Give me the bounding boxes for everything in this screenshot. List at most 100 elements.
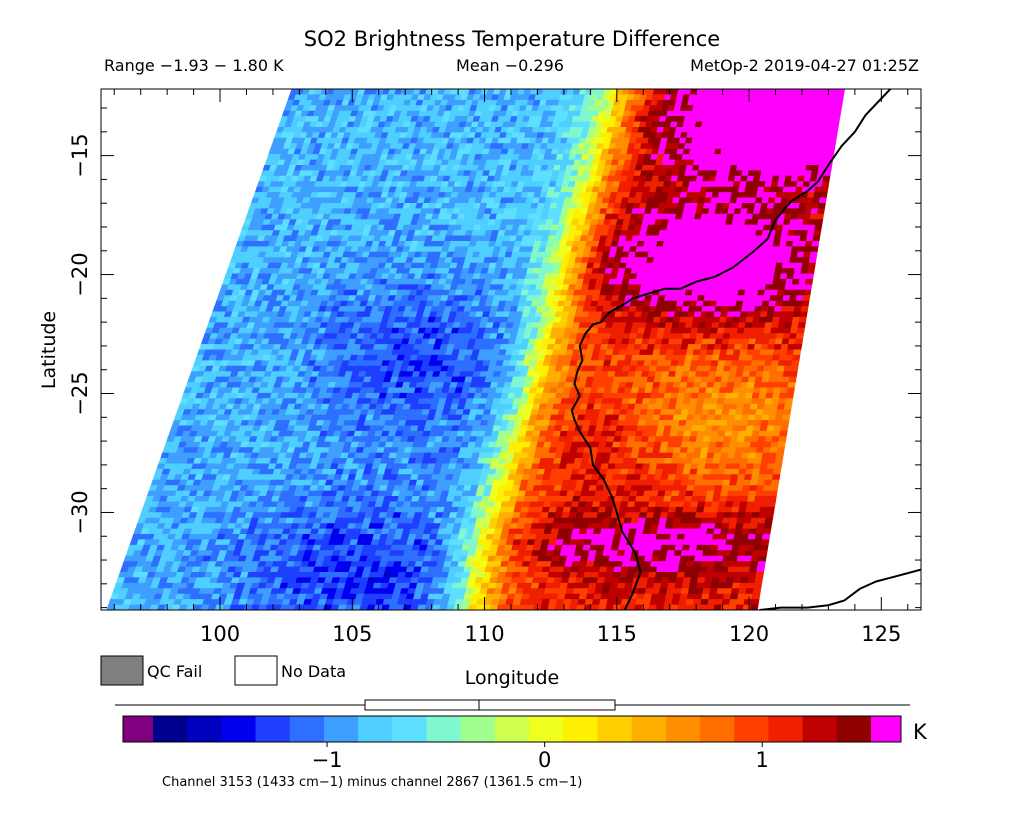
swath-pixel xyxy=(615,219,625,226)
swath-pixel xyxy=(606,127,615,133)
swath-pixel xyxy=(698,224,707,231)
swath-pixel xyxy=(364,181,374,188)
swath-pixel xyxy=(562,127,571,133)
swath-pixel xyxy=(640,143,649,150)
swath-pixel xyxy=(530,203,539,209)
swath-pixel xyxy=(444,213,453,220)
swath-pixel xyxy=(578,116,587,123)
swath-pixel xyxy=(417,132,427,139)
swath-pixel xyxy=(787,382,796,389)
swath-pixel xyxy=(666,192,675,199)
swath-pixel xyxy=(805,203,813,209)
swath-pixel xyxy=(464,208,474,215)
swath-pixel xyxy=(716,230,725,237)
swath-pixel xyxy=(560,159,569,166)
swath-pixel xyxy=(404,154,414,161)
swath-pixel xyxy=(398,175,407,182)
swath-pixel xyxy=(797,246,806,253)
swath-pixel xyxy=(411,154,420,161)
swath-pixel xyxy=(469,127,478,133)
swath-pixel xyxy=(759,208,768,215)
swath-pixel xyxy=(272,137,281,144)
swath-pixel xyxy=(675,241,684,247)
swath-pixel xyxy=(596,116,605,123)
swath-pixel xyxy=(694,121,703,128)
swath-pixel xyxy=(443,110,452,117)
swath-pixel xyxy=(324,246,334,253)
swath-pixel xyxy=(660,219,670,226)
swath-pixel xyxy=(703,137,712,144)
swath-pixel xyxy=(525,197,534,204)
swath-pixel xyxy=(277,251,286,258)
swath-pixel xyxy=(457,235,466,242)
swath-pixel xyxy=(679,251,688,258)
swath-pixel xyxy=(364,241,374,247)
swath-pixel xyxy=(813,230,822,237)
swath-pixel xyxy=(804,170,813,177)
swath-pixel xyxy=(431,170,440,177)
swath-pixel xyxy=(526,121,536,128)
swath-pixel xyxy=(775,224,784,231)
swath-pixel xyxy=(466,181,475,188)
swath-pixel xyxy=(380,170,390,177)
swath-pixel xyxy=(292,224,302,231)
swath-pixel xyxy=(299,132,308,139)
swath-pixel xyxy=(626,94,635,101)
swath-pixel xyxy=(483,143,492,150)
swath-pixel xyxy=(485,159,494,166)
swath-pixel xyxy=(655,246,664,253)
swath-pixel xyxy=(692,159,701,166)
swath-pixel xyxy=(788,121,796,128)
swath-pixel xyxy=(338,89,348,95)
swath-pixel xyxy=(296,175,306,182)
swath-pixel xyxy=(483,121,492,128)
swath-pixel xyxy=(533,192,542,199)
swath-pixel xyxy=(329,116,339,123)
swath-pixel xyxy=(298,99,307,106)
swath-pixel xyxy=(772,105,781,112)
swath-pixel xyxy=(613,175,622,182)
swath-pixel xyxy=(548,132,558,139)
swath-pixel xyxy=(284,175,293,182)
swath-pixel xyxy=(515,235,524,242)
swath-pixel xyxy=(734,143,742,150)
swath-pixel xyxy=(579,186,588,193)
swath-pixel xyxy=(536,181,545,188)
swath-pixel xyxy=(477,208,487,215)
swath-pixel xyxy=(815,219,824,226)
swath-pixel xyxy=(710,230,719,237)
swath-pixel xyxy=(752,143,761,150)
swath-pixel xyxy=(596,246,605,253)
swath-pixel xyxy=(739,213,748,220)
swath-pixel xyxy=(301,127,310,133)
swath-pixel xyxy=(463,235,473,242)
swath-pixel xyxy=(442,132,452,139)
swath-pixel xyxy=(551,121,560,128)
swath-pixel xyxy=(399,192,408,199)
swath-pixel xyxy=(318,94,327,101)
swath-pixel xyxy=(703,110,712,117)
swath-pixel xyxy=(579,235,589,242)
swath-pixel xyxy=(517,110,526,117)
swath-pixel xyxy=(245,213,255,220)
swath-pixel xyxy=(685,224,694,231)
swath-pixel xyxy=(565,213,575,220)
swath-pixel xyxy=(616,137,625,144)
swath-pixel xyxy=(525,127,534,133)
swath-pixel xyxy=(776,116,785,123)
swath-pixel xyxy=(686,192,695,199)
swath-pixel xyxy=(321,121,331,128)
swath-pixel xyxy=(582,148,591,155)
swath-pixel xyxy=(751,181,760,188)
swath-pixel xyxy=(659,224,668,231)
swath-pixel xyxy=(577,219,586,226)
swath-pixel xyxy=(816,99,825,106)
swath-pixel xyxy=(821,181,830,188)
swath-pixel xyxy=(467,246,476,253)
swath-pixel xyxy=(377,241,387,247)
swath-pixel xyxy=(626,148,635,155)
swath-pixel xyxy=(375,89,385,95)
swath-pixel xyxy=(461,175,470,182)
swath-pixel xyxy=(651,203,660,209)
swath-pixel xyxy=(761,230,770,237)
